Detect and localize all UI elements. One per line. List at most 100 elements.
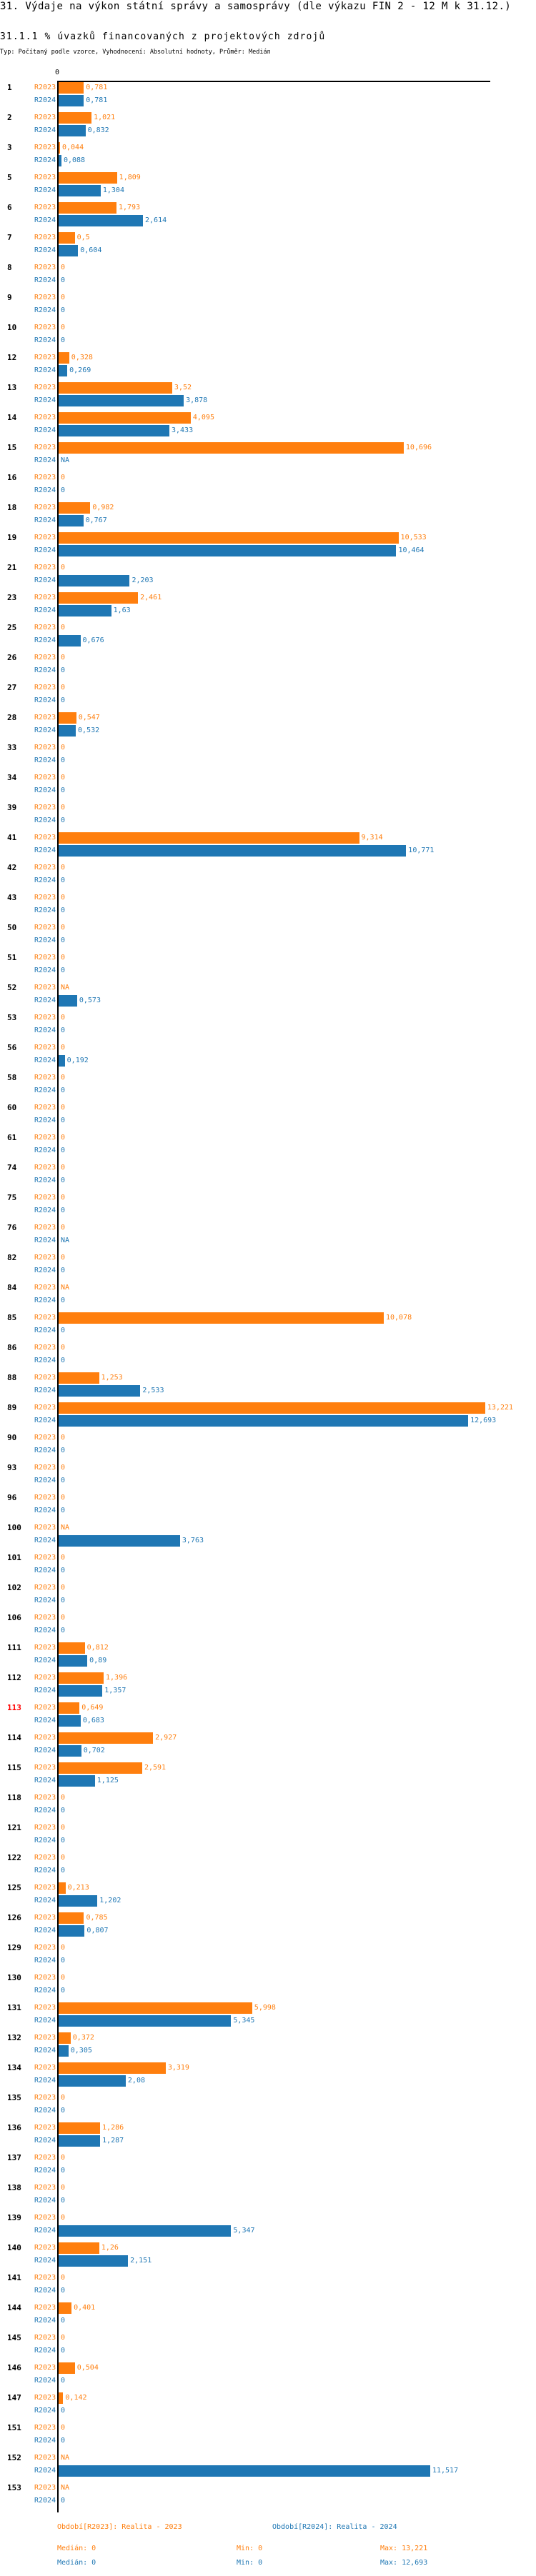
series-label: R2023	[34, 684, 56, 692]
value-label: 0,142	[65, 2394, 87, 2402]
category-label: 88	[7, 1373, 17, 1382]
bar-r2024	[59, 995, 77, 1007]
category-label: 16	[7, 473, 17, 482]
value-label: 0	[61, 294, 66, 301]
series-label: R2024	[34, 1777, 56, 1784]
series-label: R2024	[34, 1297, 56, 1304]
series-label: R2024	[34, 757, 56, 764]
value-label: 0,504	[76, 2364, 99, 2372]
value-label: 0	[61, 1447, 66, 1454]
series-label: R2023	[34, 894, 56, 902]
series-label: R2024	[34, 2437, 56, 2445]
bar-r2023	[59, 142, 60, 154]
series-label: R2023	[34, 2454, 56, 2462]
series-label: R2024	[34, 486, 56, 494]
bar-r2024	[59, 725, 76, 737]
series-label: R2024	[34, 2407, 56, 2415]
value-label: 0	[61, 1477, 66, 1484]
bar-r2023	[59, 412, 191, 424]
stat-max-r2024: Max: 12,693	[380, 2559, 428, 2567]
category-label: 12	[7, 353, 17, 362]
value-label: 0	[61, 2437, 66, 2445]
page-title: 31. Výdaje na výkon státní správy a samo…	[0, 1, 512, 12]
value-label: 0	[61, 787, 66, 794]
value-label: 2,614	[145, 216, 167, 224]
value-label: 10,696	[405, 444, 432, 451]
category-label: 9	[7, 293, 12, 302]
value-label: 0	[61, 2094, 66, 2102]
category-label: 153	[7, 2483, 21, 2492]
bar-r2024	[59, 605, 111, 616]
series-label: R2023	[34, 1194, 56, 1202]
series-label: R2024	[34, 2497, 56, 2505]
value-label: 0	[61, 817, 66, 824]
series-label: R2024	[34, 2317, 56, 2325]
bar-r2023	[59, 1642, 85, 1654]
value-label: 0	[61, 937, 66, 944]
category-label: 90	[7, 1433, 17, 1442]
value-label: 0	[61, 486, 66, 494]
category-label: 8	[7, 263, 12, 272]
category-label: 101	[7, 1553, 21, 1562]
bar-r2024	[59, 1685, 103, 1697]
series-label: R2023	[34, 744, 56, 752]
value-label: 3,52	[174, 384, 192, 391]
bar-r2024	[59, 365, 68, 376]
series-label: R2023	[34, 1374, 56, 1382]
value-label: 0,832	[87, 126, 109, 134]
stat-min-r2024: Min: 0	[237, 2559, 263, 2567]
category-label: 144	[7, 2303, 21, 2312]
category-label: 28	[7, 713, 17, 722]
series-label: R2023	[34, 1794, 56, 1802]
category-label: 147	[7, 2393, 21, 2402]
series-label: R2023	[34, 1764, 56, 1772]
series-label: R2023	[34, 144, 56, 151]
bar-r2024	[59, 1745, 81, 1757]
value-label: 0	[61, 894, 66, 902]
category-label: 15	[7, 443, 17, 452]
value-label: 0	[61, 1357, 66, 1364]
value-label: 0	[61, 2424, 66, 2432]
value-label: 0,573	[79, 997, 101, 1004]
value-label: 0	[61, 774, 66, 782]
value-label: 0	[61, 744, 66, 752]
category-label: 145	[7, 2333, 21, 2342]
bar-r2023	[59, 2122, 101, 2134]
category-label: 130	[7, 1973, 21, 1982]
series-label: R2023	[34, 2004, 56, 2012]
category-label: 84	[7, 1283, 17, 1292]
series-label: R2024	[34, 1897, 56, 1904]
category-label: 1	[7, 83, 12, 92]
category-label: 96	[7, 1493, 17, 1502]
value-label: 0	[61, 306, 66, 314]
value-label: 1,26	[101, 2244, 119, 2252]
series-label: R2024	[34, 2467, 56, 2475]
value-label: 1,287	[102, 2137, 124, 2145]
value-label: 1,253	[101, 1374, 123, 1382]
category-label: 14	[7, 413, 17, 422]
series-label: R2023	[34, 2064, 56, 2072]
bar-r2023	[59, 2392, 64, 2404]
value-label: 0	[61, 1507, 66, 1514]
value-label: 0	[61, 1807, 66, 1814]
series-label: R2024	[34, 96, 56, 104]
value-label: 0	[61, 1627, 66, 1634]
category-label: 18	[7, 503, 17, 512]
bar-r2023	[59, 1702, 80, 1714]
bar-r2023	[59, 592, 139, 604]
series-label: R2023	[34, 2154, 56, 2162]
series-label: R2023	[34, 2214, 56, 2222]
value-label: 0	[61, 2107, 66, 2115]
bar-r2024	[59, 215, 144, 226]
category-label: 82	[7, 1253, 17, 1262]
series-label: R2023	[34, 2364, 56, 2372]
bar-r2024	[59, 545, 397, 556]
bar-r2024	[59, 1415, 469, 1427]
category-label: 139	[7, 2213, 21, 2222]
series-label: R2024	[34, 1837, 56, 1844]
value-label: NA	[61, 1237, 70, 1244]
series-label: R2023	[34, 1614, 56, 1622]
series-label: R2024	[34, 366, 56, 374]
series-label: R2024	[34, 967, 56, 974]
series-label: R2023	[34, 1254, 56, 1262]
